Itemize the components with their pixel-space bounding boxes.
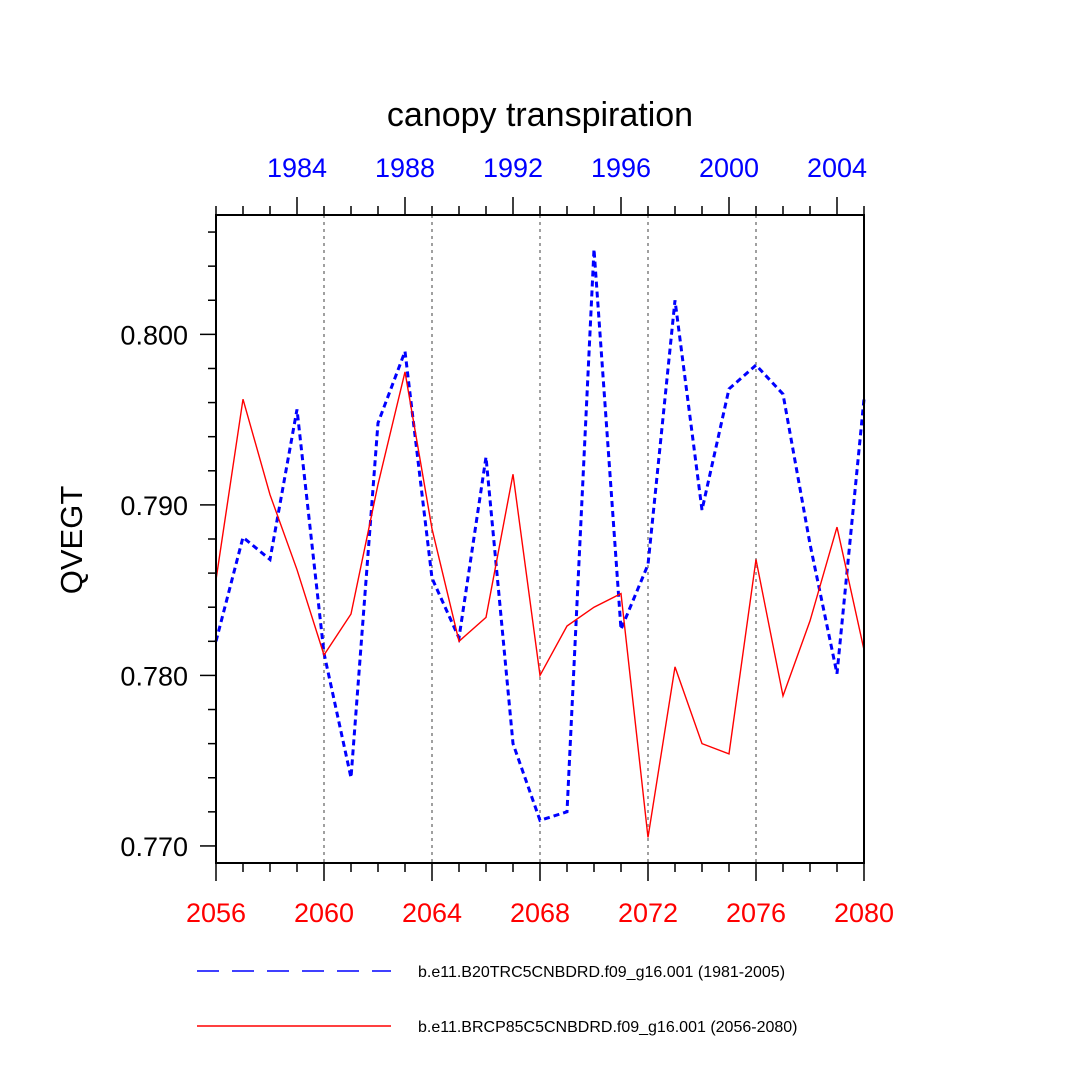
- x-top-tick-label: 1984: [267, 153, 327, 183]
- x-bottom-tick-label: 2056: [186, 898, 246, 928]
- x-top-tick-label: 1988: [375, 153, 435, 183]
- y-tick-label: 0.790: [120, 491, 188, 521]
- x-top-tick-label: 2004: [807, 153, 867, 183]
- legend-label-2: b.e11.BRCP85C5CNBDRD.f09_g16.001 (2056-2…: [418, 1019, 797, 1036]
- y-tick-label: 0.800: [120, 320, 188, 350]
- y-tick-label: 0.780: [120, 661, 188, 691]
- y-axis-label: QVEGT: [54, 486, 89, 595]
- chart-title: canopy transpiration: [387, 96, 693, 134]
- y-tick-label: 0.770: [120, 832, 188, 862]
- x-bottom-tick-label: 2060: [294, 898, 354, 928]
- x-bottom-tick-label: 2076: [726, 898, 786, 928]
- x-bottom-tick-label: 2068: [510, 898, 570, 928]
- series-line-2: [215, 371, 865, 838]
- x-top-tick-label: 2000: [699, 153, 759, 183]
- tick-labels: 2056 2060 2064 2068 2072 2076 2080 1984 1988 1992…: [120, 153, 894, 928]
- grid-lines: [323, 215, 757, 863]
- x-bottom-tick-label: 2064: [402, 898, 462, 928]
- x-top-tick-label: 1996: [591, 153, 651, 183]
- legend-label-1: b.e11.B20TRC5CNBDRD.f09_g16.001 (1981-20…: [418, 964, 785, 981]
- legend: b.e11.B20TRC5CNBDRD.f09_g16.001 (1981-20…: [197, 964, 797, 1036]
- x-bottom-tick-label: 2080: [834, 898, 894, 928]
- x-top-tick-label: 1992: [483, 153, 543, 183]
- series-lines: [214, 248, 866, 838]
- axis-ticks: [200, 197, 865, 881]
- x-bottom-tick-label: 2072: [618, 898, 678, 928]
